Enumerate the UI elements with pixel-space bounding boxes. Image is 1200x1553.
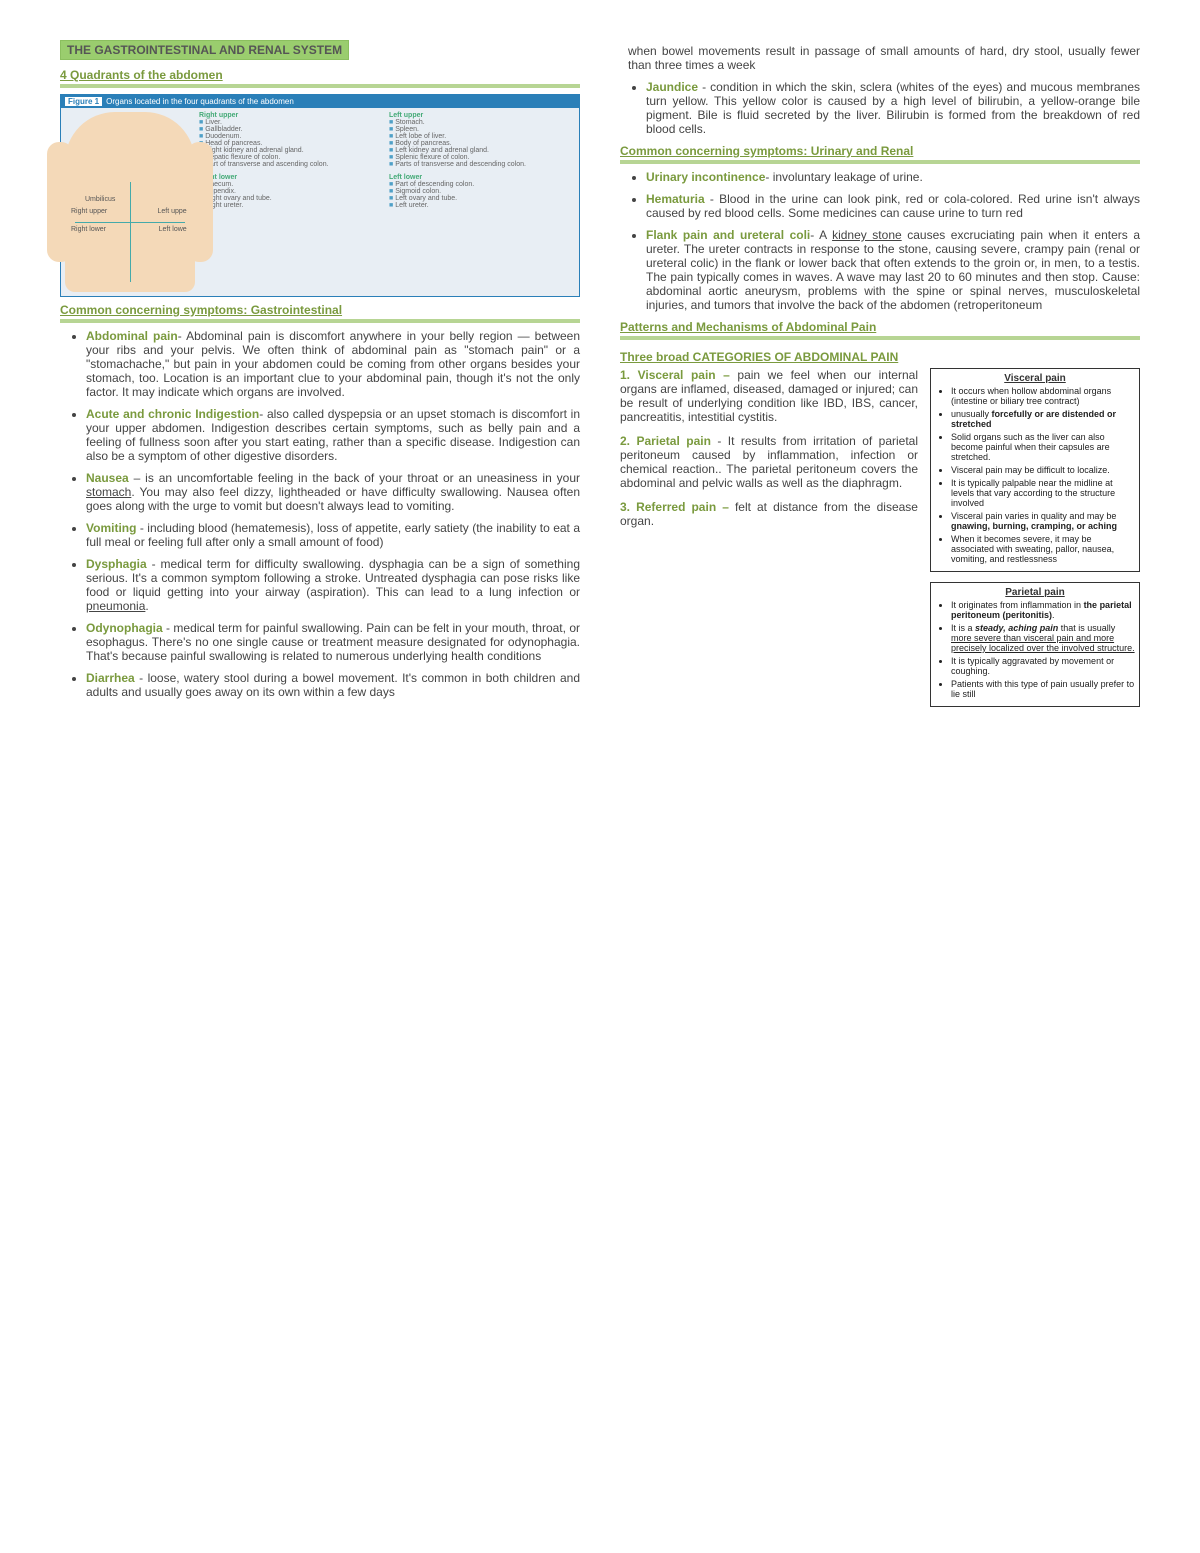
info-box-item: Visceral pain varies in quality and may … <box>951 511 1135 531</box>
visceral-box: Visceral pain It occurs when hollow abdo… <box>930 368 1140 572</box>
page-columns: THE GASTROINTESTINAL AND RENAL SYSTEM 4 … <box>60 40 1140 717</box>
symptom-item: Abdominal pain- Abdominal pain is discom… <box>86 329 580 399</box>
info-box-item: It is a steady, aching pain that is usua… <box>951 623 1135 653</box>
gi-list-part1: Abdominal pain- Abdominal pain is discom… <box>60 329 580 699</box>
parietal-box-title: Parietal pain <box>935 587 1135 598</box>
label-rl: Right lower <box>71 226 106 233</box>
legend-item: Duodenum. <box>199 133 385 140</box>
legend-item: Body of pancreas. <box>389 140 575 147</box>
legend-item: Hepatic flexure of colon. <box>199 154 385 161</box>
visceral-def: 1. Visceral pain – pain we feel when our… <box>620 368 918 424</box>
umbilicus-label: Umbilicus <box>85 196 115 203</box>
figure-body: Umbilicus Right upper Left upper Right l… <box>61 108 579 296</box>
legend-item: Left ovary and tube. <box>389 195 575 202</box>
torso-diagram: Umbilicus Right upper Left upper Right l… <box>65 112 195 292</box>
info-box-item: When it becomes severe, it may be associ… <box>951 534 1135 564</box>
legend-item: Appendix. <box>199 188 385 195</box>
figure-caption: Organs located in the four quadrants of … <box>106 97 294 106</box>
symptom-item: Flank pain and ureteral coli- A kidney s… <box>646 228 1140 312</box>
parietal-def: 2. Parietal pain - It results from irrit… <box>620 434 918 490</box>
ur-list: Urinary incontinence- involuntary leakag… <box>620 170 1140 312</box>
legend-item: Gallbladder. <box>199 126 385 133</box>
symptom-item: when bowel movements result in passage o… <box>628 44 1140 72</box>
symptom-item: Acute and chronic Indigestion- also call… <box>86 407 580 463</box>
categories-two-col: 1. Visceral pain – pain we feel when our… <box>620 368 1140 717</box>
legend-item: Liver. <box>199 119 385 126</box>
legend-item: Sigmoid colon. <box>389 188 575 195</box>
info-box-item: Solid organs such as the liver can also … <box>951 432 1135 462</box>
legend-right-upper: Right upper Liver.Gallbladder.Duodenum.H… <box>199 112 385 168</box>
legend-left-upper: Left upper Stomach.Spleen.Left lobe of l… <box>389 112 575 168</box>
info-box-item: It is typically aggravated by movement o… <box>951 656 1135 676</box>
label-lu: Left upper <box>157 208 189 215</box>
symptom-item: Odynophagia - medical term for painful s… <box>86 621 580 663</box>
legend-item: Right kidney and adrenal gland. <box>199 147 385 154</box>
parietal-box: Parietal pain It originates from inflamm… <box>930 582 1140 707</box>
legend-item: Stomach. <box>389 119 575 126</box>
ur-heading: Common concerning symptoms: Urinary and … <box>620 144 1140 164</box>
legend-item: Right ovary and tube. <box>199 195 385 202</box>
label-ru: Right upper <box>71 208 107 215</box>
gi-heading: Common concerning symptoms: Gastrointest… <box>60 303 580 323</box>
info-box-item: Patients with this type of pain usually … <box>951 679 1135 699</box>
legend-col-2: Left upper Stomach.Spleen.Left lobe of l… <box>389 112 575 292</box>
categories-left: 1. Visceral pain – pain we feel when our… <box>620 368 918 717</box>
visceral-box-title: Visceral pain <box>935 373 1135 384</box>
legend-item: Left kidney and adrenal gland. <box>389 147 575 154</box>
main-title: THE GASTROINTESTINAL AND RENAL SYSTEM <box>60 40 349 60</box>
legend-item: Caecum. <box>199 181 385 188</box>
legend-item: Left ureter. <box>389 202 575 209</box>
figure-header: Figure 1 Organs located in the four quad… <box>61 95 579 108</box>
legend-left-lower: Left lower Part of descending colon.Sigm… <box>389 174 575 209</box>
info-box-item: It is typically palpable near the midlin… <box>951 478 1135 508</box>
legend-item: Spleen. <box>389 126 575 133</box>
symptom-item: Jaundice - condition in which the skin, … <box>646 80 1140 136</box>
info-box-item: Visceral pain may be difficult to locali… <box>951 465 1135 475</box>
info-box-item: unusually forcefully or are distended or… <box>951 409 1135 429</box>
right-column: when bowel movements result in passage o… <box>620 40 1140 717</box>
legend-item: Part of descending colon. <box>389 181 575 188</box>
left-column: THE GASTROINTESTINAL AND RENAL SYSTEM 4 … <box>60 40 580 717</box>
symptom-item: Urinary incontinence- involuntary leakag… <box>646 170 1140 184</box>
info-box-item: It originates from inflammation in the p… <box>951 600 1135 620</box>
categories-heading: Three broad CATEGORIES OF ABDOMINAL PAIN <box>620 350 1140 364</box>
quadrants-figure: Figure 1 Organs located in the four quad… <box>60 94 580 297</box>
legend-item: Head of pancreas. <box>199 140 385 147</box>
legend-item: Left lobe of liver. <box>389 133 575 140</box>
legend-item: Part of transverse and ascending colon. <box>199 161 385 168</box>
quadrants-heading: 4 Quadrants of the abdomen <box>60 68 580 88</box>
symptom-item: Dysphagia - medical term for difficulty … <box>86 557 580 613</box>
patterns-heading: Patterns and Mechanisms of Abdominal Pai… <box>620 320 1140 340</box>
symptom-item: Hematuria - Blood in the urine can look … <box>646 192 1140 220</box>
categories-right: Visceral pain It occurs when hollow abdo… <box>930 368 1140 717</box>
symptom-item: Vomiting - including blood (hematemesis)… <box>86 521 580 549</box>
legend-item: Parts of transverse and descending colon… <box>389 161 575 168</box>
info-box-item: It occurs when hollow abdominal organs (… <box>951 386 1135 406</box>
legend-col-1: Right upper Liver.Gallbladder.Duodenum.H… <box>199 112 385 292</box>
symptom-item: Nausea – is an uncomfortable feeling in … <box>86 471 580 513</box>
symptom-item: Diarrhea - loose, watery stool during a … <box>86 671 580 699</box>
legend-item: Splenic flexure of colon. <box>389 154 575 161</box>
label-ll: Left lower <box>159 226 189 233</box>
gi-list-part2: when bowel movements result in passage o… <box>620 44 1140 136</box>
legend-item: Right ureter. <box>199 202 385 209</box>
referred-def: 3. Referred pain – felt at distance from… <box>620 500 918 528</box>
legend-right-lower: Right lower Caecum.Appendix.Right ovary … <box>199 174 385 209</box>
figure-number: Figure 1 <box>65 97 102 106</box>
